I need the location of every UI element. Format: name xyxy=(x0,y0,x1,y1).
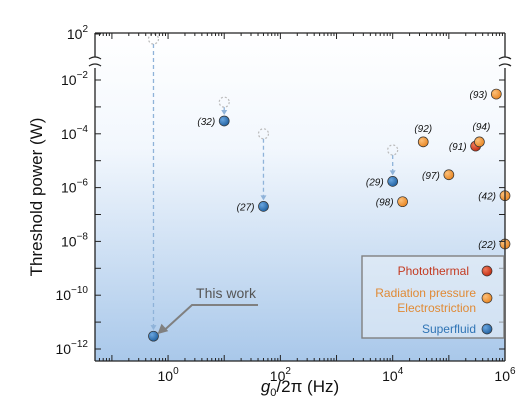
y-tick-label: 10−2 xyxy=(61,70,88,88)
data-point-radiation xyxy=(417,136,429,148)
projection-arrowhead xyxy=(150,325,157,331)
y-tick-label: 10−6 xyxy=(61,178,88,196)
x-axis-label: g0/2π (Hz) xyxy=(261,377,339,399)
projection-arrowhead xyxy=(221,109,228,115)
projection-arrowhead xyxy=(389,170,396,176)
projection-lines xyxy=(147,33,399,331)
projected-point xyxy=(257,128,270,140)
x-tick-label: 102 xyxy=(270,366,292,384)
point-label: (92) xyxy=(414,124,432,135)
point-label: (32) xyxy=(197,117,215,128)
data-point-superfluid xyxy=(258,201,269,212)
projected-point xyxy=(218,96,230,108)
data-point-superfluid xyxy=(387,176,399,187)
data-point-radiation xyxy=(397,196,408,208)
point-label: (22) xyxy=(478,240,496,251)
y-tick-label: 10−10 xyxy=(55,285,88,303)
point-label: (97) xyxy=(422,171,440,182)
annotation-arrow-line xyxy=(164,304,258,330)
x-tick-label: 106 xyxy=(494,366,516,384)
legend-marker-superfluid xyxy=(481,323,493,335)
x-tick-label: 100 xyxy=(157,366,179,384)
point-label: (94) xyxy=(472,122,490,133)
point-label: (91) xyxy=(449,142,467,153)
tick-labels: 100 102 104 106 10−12 10−10 10−8 10−6 10−4 10−2 10… xyxy=(55,24,516,384)
projected-point xyxy=(387,144,399,156)
point-label: (29) xyxy=(366,177,384,188)
point-labels: (91) (93) (92) (94) (97) (98) (42) (22) (32) (27)… xyxy=(197,90,496,251)
x-tick-label: 104 xyxy=(382,366,404,384)
legend-box xyxy=(361,255,505,339)
legend-label-photothermal: Photothermal xyxy=(398,264,469,278)
legend-label-superfluid: Superfluid xyxy=(422,322,476,336)
annotation-text: This work xyxy=(196,285,257,301)
axis-break-left xyxy=(88,56,102,67)
legend-marker-radiation xyxy=(481,292,493,304)
data-point-radiation xyxy=(474,136,485,148)
annotation: This work xyxy=(157,285,258,335)
legend-label-electrostriction: Electrostriction xyxy=(397,301,476,315)
data-point-radiation xyxy=(443,169,455,181)
y-tick-label: 10−12 xyxy=(55,339,88,357)
ticks xyxy=(94,33,506,361)
point-label: (93) xyxy=(470,90,488,101)
data-point-superfluid xyxy=(148,330,159,342)
data-point-radiation xyxy=(490,88,502,100)
point-label: (27) xyxy=(237,202,255,213)
data-point-superfluid xyxy=(218,115,230,127)
y-axis-label: Threshold power (W) xyxy=(27,118,46,277)
legend-marker-photothermal xyxy=(481,265,493,277)
legend: Photothermal Radiation pressure Electros… xyxy=(361,255,505,339)
y-tick-label: 10−8 xyxy=(61,231,88,249)
legend-label-radiation: Radiation pressure xyxy=(375,286,476,300)
projection-arrowhead xyxy=(260,195,267,201)
y-tick-label-top: 102 xyxy=(67,24,89,42)
projected-point xyxy=(147,33,160,45)
annotation-arrow-head xyxy=(157,323,169,335)
data-points xyxy=(148,88,511,342)
point-label: (42) xyxy=(478,192,496,203)
axis-break-right xyxy=(498,56,512,67)
point-label: (98) xyxy=(376,198,394,209)
y-tick-label: 10−4 xyxy=(61,124,88,142)
